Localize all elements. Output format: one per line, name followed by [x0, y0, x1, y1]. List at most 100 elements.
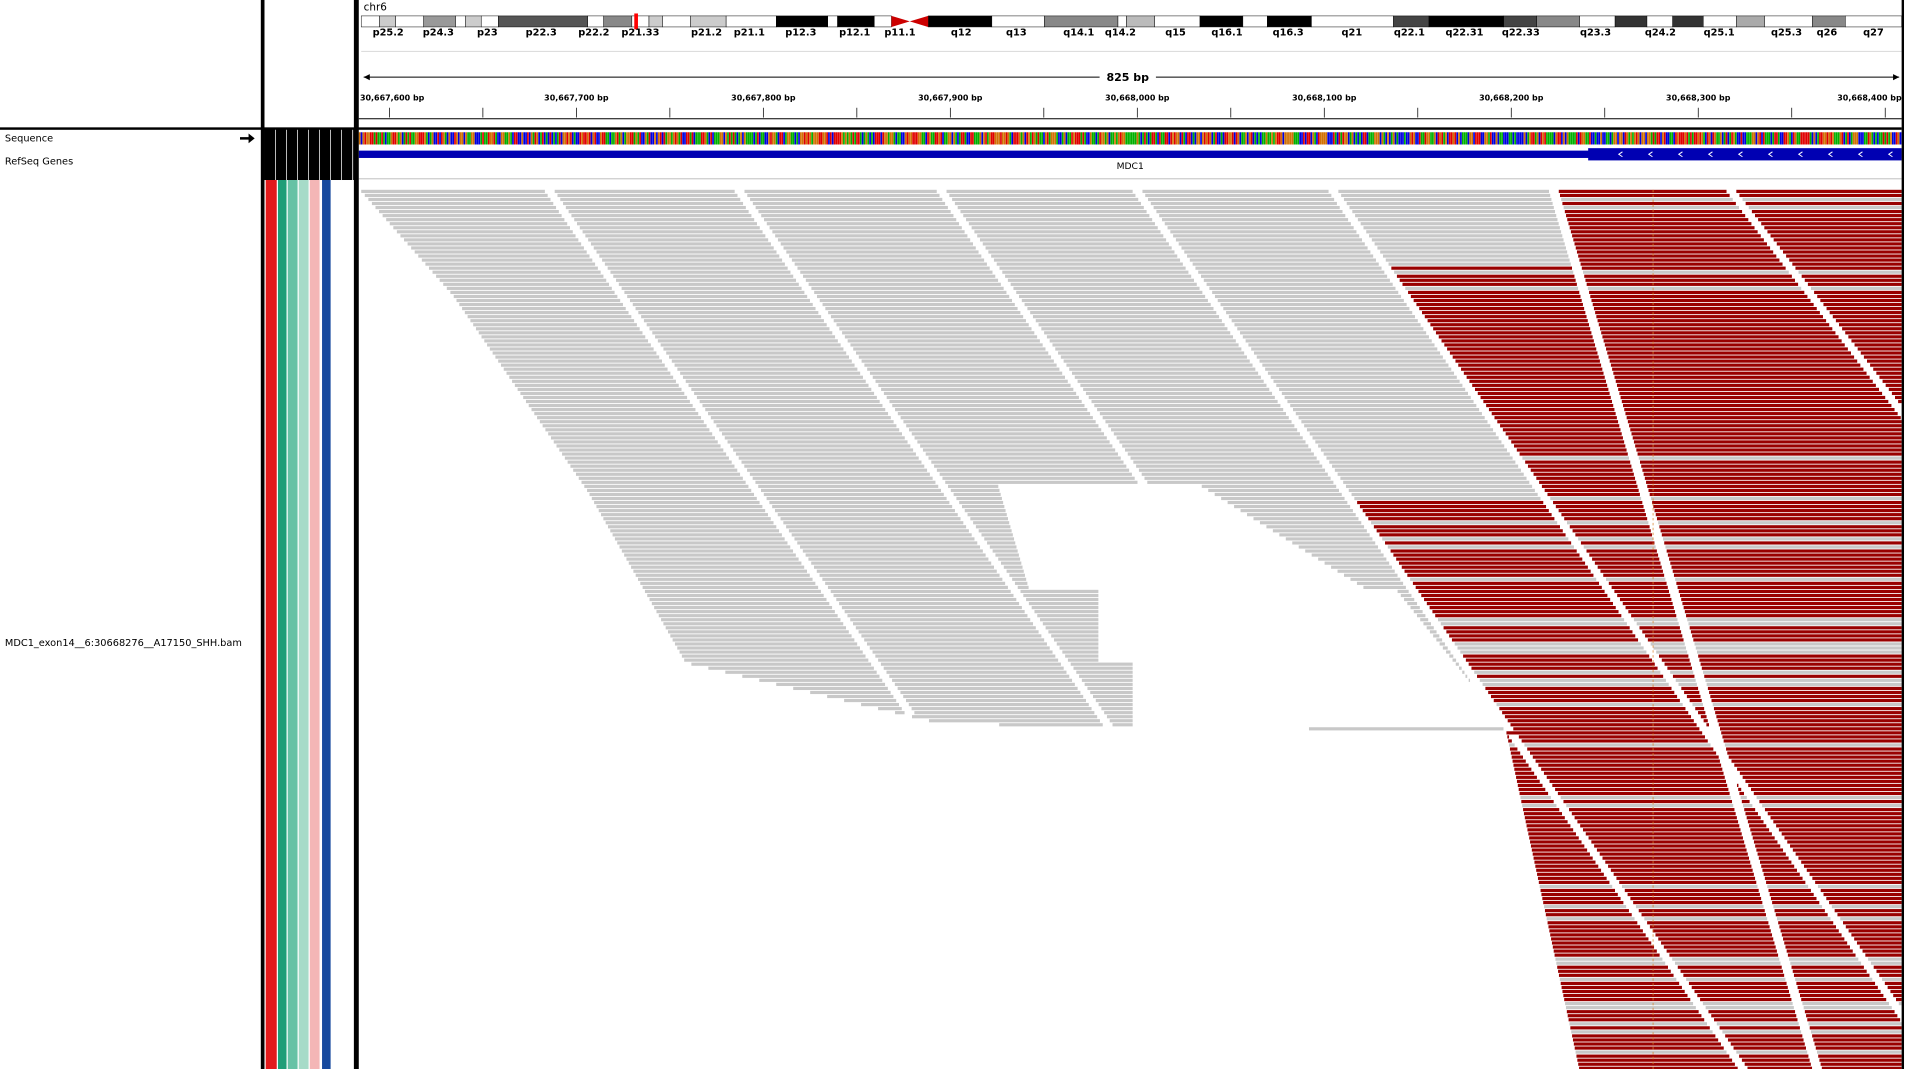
base: [1718, 132, 1720, 145]
base: [1394, 132, 1397, 145]
read: [880, 662, 1061, 666]
base: [1435, 132, 1438, 145]
base: [1643, 132, 1646, 145]
base: [878, 132, 881, 145]
read: [1343, 197, 1552, 202]
read-reverse: [1591, 840, 1745, 844]
read: [713, 420, 894, 424]
read: [635, 306, 816, 311]
read-reverse: [1572, 529, 1651, 533]
base: [1804, 132, 1806, 145]
base: [1568, 132, 1571, 145]
read: [1724, 743, 1902, 747]
read-reverse: [1645, 634, 1683, 638]
base: [925, 132, 928, 145]
read: [853, 622, 1034, 626]
read: [681, 654, 866, 658]
read: [475, 327, 640, 331]
read: [400, 234, 576, 238]
base: [906, 132, 909, 145]
read: [1722, 1030, 1802, 1034]
scrollbar[interactable]: [1904, 0, 1920, 1069]
read: [1026, 597, 1099, 602]
base: [1437, 132, 1440, 145]
base: [1667, 132, 1670, 145]
read: [1318, 444, 1505, 448]
base: [1377, 132, 1380, 145]
base: [973, 132, 976, 145]
read-reverse: [1525, 460, 1631, 464]
base: [502, 132, 505, 145]
read: [752, 476, 933, 480]
read: [1407, 601, 1418, 606]
base: [684, 132, 686, 145]
base: [1639, 132, 1642, 145]
base: [1383, 132, 1386, 145]
read-reverse: [1589, 290, 1805, 295]
base: [665, 132, 668, 145]
track-name: Sequence: [5, 133, 53, 144]
read-reverse: [1541, 484, 1638, 488]
strand-toggle[interactable]: [240, 133, 255, 144]
read: [1006, 569, 1024, 573]
read-reverse: [1739, 771, 1902, 775]
read: [794, 262, 987, 266]
base: [1252, 132, 1255, 145]
read: [691, 387, 872, 391]
base: [613, 132, 615, 145]
read: [981, 533, 1013, 537]
base: [383, 132, 385, 145]
base: [1594, 132, 1597, 145]
read: [581, 480, 746, 484]
read-reverse: [1571, 812, 1736, 816]
read: [814, 290, 1007, 295]
read: [1231, 319, 1418, 323]
base: [1624, 132, 1627, 145]
read-reverse: [1452, 355, 1599, 359]
read: [858, 630, 1039, 634]
read-reverse: [1784, 836, 1902, 840]
read-reverse: [1608, 864, 1752, 868]
base: [1402, 132, 1404, 145]
base: [987, 132, 989, 145]
base: [1179, 132, 1182, 145]
read: [780, 517, 961, 521]
base: [923, 132, 926, 145]
read: [780, 242, 973, 246]
read: [1650, 496, 1902, 501]
read-reverse: [1551, 941, 1652, 945]
read-reverse: [1700, 997, 1792, 1002]
read: [1281, 391, 1468, 396]
read: [1394, 270, 1574, 274]
base: [1759, 132, 1761, 145]
read: [379, 210, 559, 214]
read: [1331, 565, 1392, 569]
read-reverse: [1823, 892, 1902, 897]
read-reverse: [1594, 561, 1661, 565]
base: [852, 132, 855, 145]
read: [642, 585, 819, 589]
read: [1665, 545, 1902, 549]
read: [1055, 347, 1242, 351]
read: [1357, 218, 1558, 222]
read-reverse: [1896, 997, 1902, 1002]
base: [1577, 132, 1580, 145]
base: [1284, 132, 1287, 145]
base: [1308, 132, 1311, 145]
base: [736, 132, 739, 145]
base: [979, 132, 982, 145]
read: [1184, 250, 1371, 254]
base: [459, 132, 462, 145]
base: [1370, 132, 1373, 145]
read: [793, 686, 888, 691]
cytoband: [1579, 15, 1616, 28]
read-reverse: [1615, 379, 1873, 383]
base: [1734, 132, 1737, 145]
base: [628, 132, 630, 145]
base: [1082, 132, 1085, 145]
chevron: [1797, 151, 1803, 158]
read-reverse: [1750, 828, 1770, 832]
base: [384, 132, 387, 145]
cytoband-label: q22.31: [1446, 27, 1484, 38]
read: [1692, 702, 1703, 707]
